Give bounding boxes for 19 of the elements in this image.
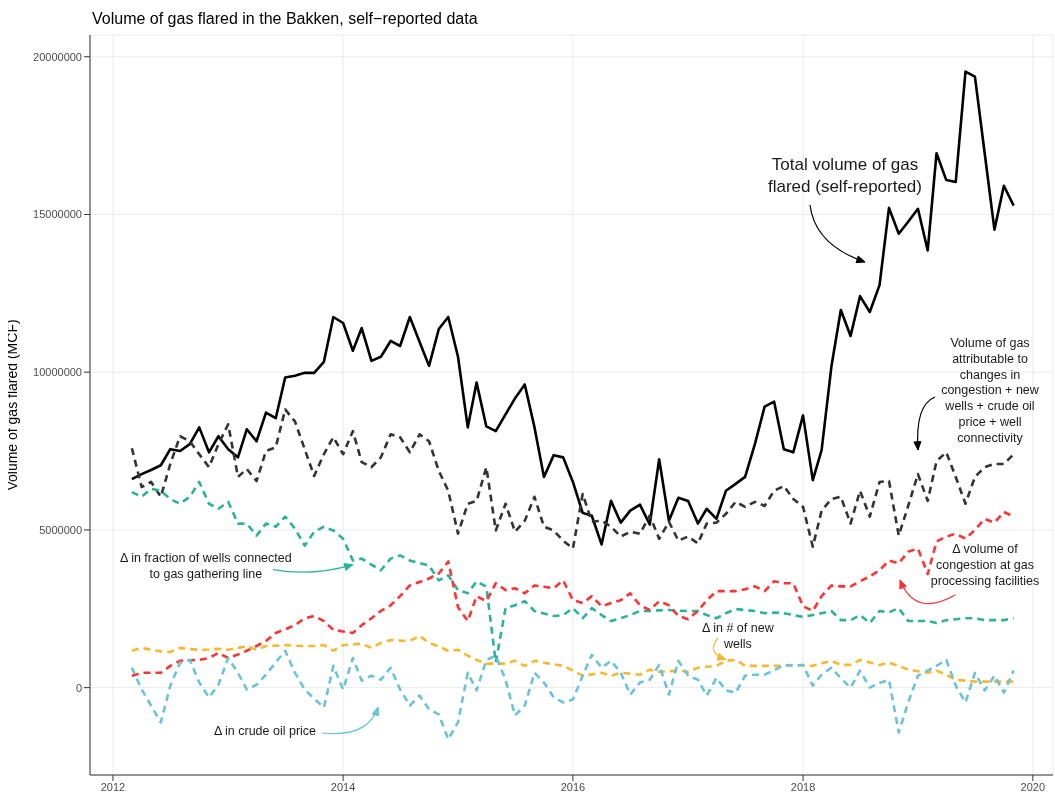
annotation: Total volume of gas flared (self-reported) — [767, 155, 923, 196]
annotation: Δ volume of congestion at gas processing facilities — [930, 542, 1040, 588]
annotation: Volume of gas attributable to changes in congestion + new wells + crude oil price + well connectivity — [941, 336, 1040, 445]
annotation: Δ in crude oil price — [213, 724, 317, 738]
y-tick-label: 0 — [75, 681, 82, 694]
x-tick-label: 2020 — [1020, 780, 1046, 793]
x-tick-label: 2014 — [330, 780, 356, 793]
line-series — [130, 634, 1015, 683]
annotation: Δ in # of new wells — [702, 621, 775, 652]
chart-title: Volume of gas flared in the Bakken, self−reported data — [91, 9, 479, 29]
y-tick-label: 10000000 — [33, 366, 82, 379]
line-series — [130, 649, 1015, 741]
x-tick-label: 2012 — [100, 780, 126, 793]
y-tick-label: 15000000 — [33, 208, 82, 221]
x-tick-label: 2018 — [790, 780, 816, 793]
y-tick-label: 5000000 — [39, 523, 82, 536]
annotation: Δ in fraction of wells connected to gas gathering line — [120, 550, 292, 581]
x-tick-label: 2016 — [560, 780, 586, 793]
y-tick-label: 20000000 — [33, 50, 82, 63]
